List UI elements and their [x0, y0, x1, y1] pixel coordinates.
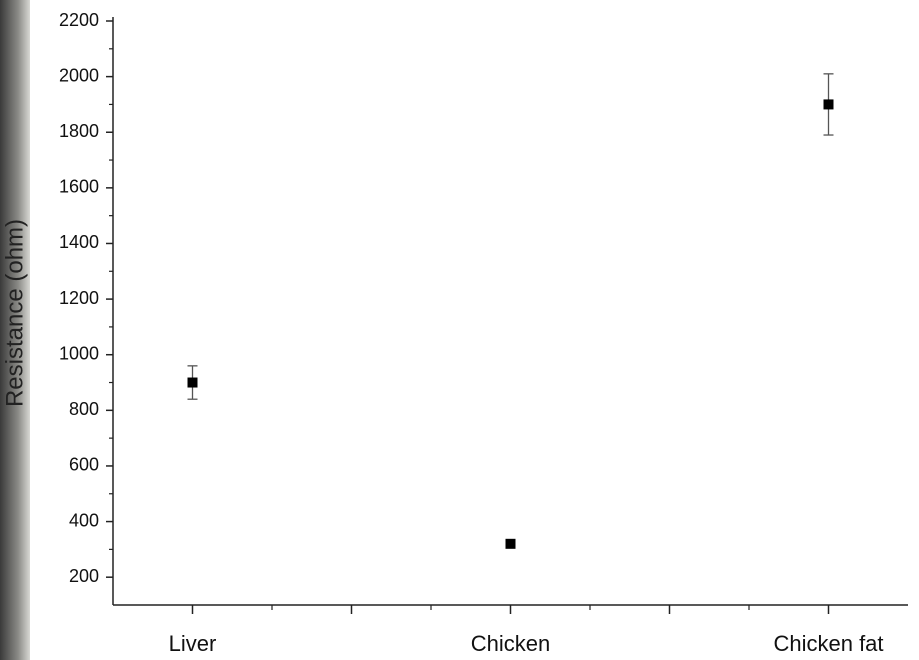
y-tick-label: 400 — [69, 510, 99, 530]
x-tick-label: Chicken — [471, 631, 550, 656]
x-tick-label: Chicken fat — [773, 631, 883, 656]
y-tick-label: 2000 — [59, 65, 99, 85]
y-tick-label: 200 — [69, 566, 99, 586]
chart: Resistance (ohm) 200 400 600 800 1000 1200 140… — [0, 0, 919, 660]
y-tick-label: 1800 — [59, 121, 99, 141]
y-tick-label: 600 — [69, 455, 99, 475]
y-tick-label: 1600 — [59, 177, 99, 197]
point — [824, 99, 834, 109]
y-tick-label: 800 — [69, 399, 99, 419]
y-axis-label: Resistance (ohm) — [1, 219, 28, 407]
y-tick-label: 2200 — [59, 10, 99, 30]
y-tick-label: 1200 — [59, 288, 99, 308]
x-tick-label: Liver — [169, 631, 217, 656]
point — [506, 539, 516, 549]
point — [188, 378, 198, 388]
y-tick-label: 1400 — [59, 232, 99, 252]
y-tick-label: 1000 — [59, 343, 99, 363]
